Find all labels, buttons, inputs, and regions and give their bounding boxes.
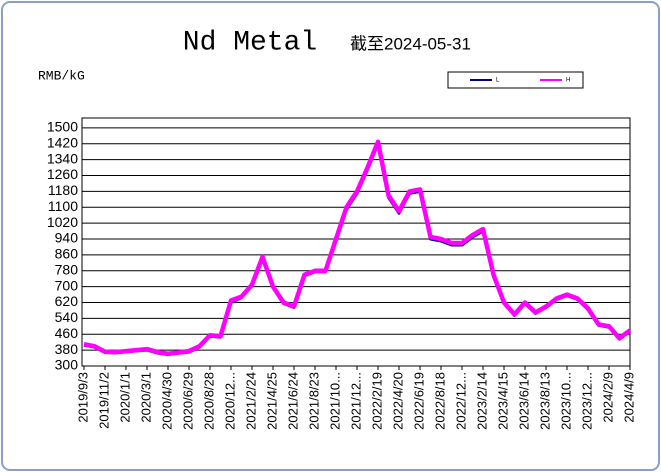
legend [447,71,584,89]
x-tick-label: 2024/4/9 [621,372,636,423]
x-tick-label: 2021/12... [348,372,363,430]
y-tick-label: 300 [55,357,79,373]
x-tick-label: 2024/2/9 [600,372,615,423]
x-tick-label: 2020/4/30 [159,372,174,430]
x-tick-label: 2022/2/19 [369,372,384,430]
x-tick-label: 2020/8/28 [201,372,216,430]
y-axis-label: RMB/kG [38,68,85,83]
x-tick-label: 2023/12... [579,372,594,430]
y-tick-label: 700 [55,277,79,293]
y-tick-label: 540 [55,309,79,325]
y-tick-label: 1340 [47,150,78,166]
y-tick-label: 1100 [48,198,78,214]
x-tick-label: 2021/8/23 [306,372,321,430]
y-tick-label: 1020 [47,214,78,230]
x-tick-label: 2022/4/20 [390,372,405,430]
chart-subtitle: 截至2024-05-31 [350,34,471,53]
y-tick-label: 380 [55,341,79,357]
y-tick-label: 780 [55,261,79,277]
y-tick-label: 1180 [48,182,78,198]
x-tick-label: 2021/4/25 [264,372,279,430]
y-tick-label: 1260 [47,166,78,182]
x-tick-label: 2020/12... [222,372,237,430]
y-tick-label: 940 [55,230,79,246]
x-tick-label: 2021/2/24 [243,372,258,430]
legend-label: L [496,78,500,84]
x-tick-label: 2021/6/24 [285,372,300,430]
y-tick-label: 1420 [47,134,78,150]
y-tick-label: 860 [55,246,79,262]
x-tick-label: 2019/9/3 [75,372,90,423]
x-tick-label: 2020/1/1 [117,372,132,423]
x-tick-label: 2021/10... [327,372,342,430]
x-tick-label: 2022/12... [453,372,468,430]
x-tick-label: 2023/4/15 [495,372,510,430]
x-tick-label: 2019/11/2 [96,372,111,429]
y-tick-label: 1500 [47,119,78,135]
x-tick-label: 2020/6/29 [180,372,195,430]
x-tick-label: 2022/6/19 [411,372,426,430]
x-tick-label: 2023/2/14 [474,372,489,430]
x-tick-label: 2023/8/13 [537,372,552,430]
chart-title: Nd Metal [183,27,317,58]
x-tick-label: 2020/3/1 [138,372,153,423]
y-tick-label: 620 [55,293,79,309]
x-tick-label: 2023/6/14 [516,372,531,430]
legend-label: H [566,78,570,84]
series-line [83,139,632,356]
y-tick-label: 460 [55,325,79,341]
x-tick-label: 2023/10... [558,372,573,430]
x-tick-label: 2022/8/18 [432,372,447,430]
